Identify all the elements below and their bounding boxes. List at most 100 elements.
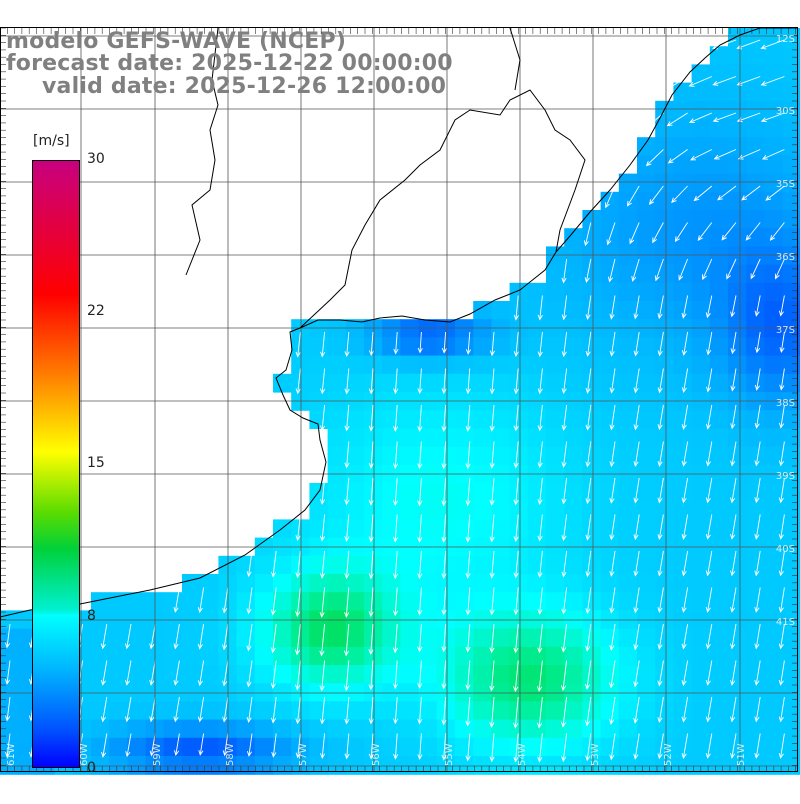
wind-speed-cell xyxy=(400,574,420,593)
wind-speed-cell xyxy=(582,665,602,684)
wind-speed-cell xyxy=(491,701,511,721)
wind-speed-cell xyxy=(0,646,19,666)
wind-arrow xyxy=(730,514,737,540)
wind-speed-cell xyxy=(327,628,347,648)
wind-arrow xyxy=(730,696,737,723)
wind-speed-cell xyxy=(327,756,347,775)
wind-speed-cell xyxy=(764,756,784,775)
wind-speed-cell xyxy=(491,446,511,466)
wind-speed-cell xyxy=(655,246,674,266)
wind-arrow xyxy=(465,696,471,727)
wind-speed-cell xyxy=(509,446,529,466)
wind-speed-cell xyxy=(546,246,565,266)
wind-speed-cell xyxy=(309,337,329,357)
wind-arrow xyxy=(344,550,350,580)
wind-speed-cell xyxy=(600,574,620,593)
wind-speed-cell xyxy=(509,337,529,357)
wind-speed-cell xyxy=(91,719,110,739)
wind-speed-cell xyxy=(673,646,693,666)
wind-speed-cell xyxy=(564,337,583,357)
wind-speed-cell xyxy=(546,282,565,302)
coastline xyxy=(0,27,798,618)
wind-speed-cell xyxy=(655,410,674,429)
wind-arrow xyxy=(633,587,640,614)
wind-arrow xyxy=(706,368,713,393)
wind-speed-cell xyxy=(163,646,183,666)
wind-speed-cell xyxy=(655,210,674,229)
wind-speed-cell xyxy=(655,646,674,666)
wind-arrow xyxy=(295,514,301,542)
wind-speed-cell xyxy=(600,446,620,466)
wind-arrow xyxy=(246,660,253,688)
wind-speed-cell xyxy=(436,355,456,375)
wind-speed-cell xyxy=(637,264,656,284)
wind-speed-cell xyxy=(473,574,492,593)
wind-speed-cell xyxy=(691,701,711,721)
wind-arrow xyxy=(730,623,737,650)
wind-speed-cell xyxy=(691,628,711,648)
wind-speed-cell xyxy=(728,28,747,47)
wind-arrow xyxy=(173,696,180,723)
wind-speed-cell xyxy=(600,428,620,448)
wind-speed-cell xyxy=(509,646,529,666)
wind-arrow xyxy=(320,331,326,358)
wind-speed-cell xyxy=(527,337,547,357)
wind-arrow xyxy=(344,514,350,542)
wind-arrow xyxy=(149,696,156,723)
wind-speed-cell xyxy=(637,173,656,193)
wind-speed-cell xyxy=(691,282,711,302)
wind-speed-cell xyxy=(527,301,547,320)
wind-speed-cell xyxy=(382,373,401,393)
wind-speed-cell xyxy=(691,264,711,284)
wind-speed-cell xyxy=(673,737,693,757)
wind-speed-cell xyxy=(0,719,19,739)
wind-speed-cell xyxy=(127,646,147,666)
wind-speed-cell xyxy=(691,446,711,466)
wind-speed-cell xyxy=(673,665,693,684)
wind-arrow xyxy=(513,331,519,358)
wind-arrow xyxy=(585,404,592,431)
wind-arrow xyxy=(674,222,688,243)
wind-speed-cell xyxy=(254,646,274,666)
wind-speed-cell xyxy=(746,119,765,138)
wind-speed-cell xyxy=(200,756,219,775)
wind-arrow xyxy=(173,660,180,686)
wind-speed-cell xyxy=(764,282,784,302)
wind-arrow xyxy=(319,587,326,618)
wind-arrow xyxy=(392,623,398,654)
wind-arrow xyxy=(537,331,543,358)
wind-speed-cell xyxy=(455,628,474,648)
wind-speed-cell xyxy=(364,628,383,648)
wind-speed-cell xyxy=(254,628,274,648)
wind-arrow xyxy=(721,222,737,241)
wind-speed-cell xyxy=(327,519,347,539)
wind-speed-cell xyxy=(182,592,201,611)
wind-arrow xyxy=(417,550,423,580)
wind-speed-cell xyxy=(436,628,456,648)
wind-arrow xyxy=(513,733,519,763)
wind-arrow xyxy=(246,550,253,578)
wind-speed-cell xyxy=(618,483,638,502)
wind-speed-cell xyxy=(418,319,438,338)
wind-speed-cell xyxy=(728,137,747,156)
wind-arrow xyxy=(654,258,664,282)
wind-speed-cell xyxy=(764,737,784,757)
wind-arrow xyxy=(760,112,785,123)
wind-speed-cell xyxy=(345,410,365,429)
wind-arrow xyxy=(441,441,447,470)
wind-speed-cell xyxy=(327,483,347,502)
wind-speed-cell xyxy=(728,173,747,193)
wind-arrow xyxy=(609,477,616,504)
wind-speed-cell xyxy=(564,519,583,539)
wind-speed-cell xyxy=(691,155,711,175)
wind-speed-cell xyxy=(546,410,565,429)
wind-speed-cell xyxy=(691,301,711,320)
wind-arrow xyxy=(344,696,350,725)
wind-arrow xyxy=(730,331,737,355)
wind-speed-cell xyxy=(673,483,693,502)
wind-arrow xyxy=(270,587,277,616)
wind-speed-cell xyxy=(400,501,420,520)
wind-speed-cell xyxy=(655,173,674,193)
wind-speed-cell xyxy=(782,355,800,375)
wind-arrow xyxy=(705,587,713,613)
